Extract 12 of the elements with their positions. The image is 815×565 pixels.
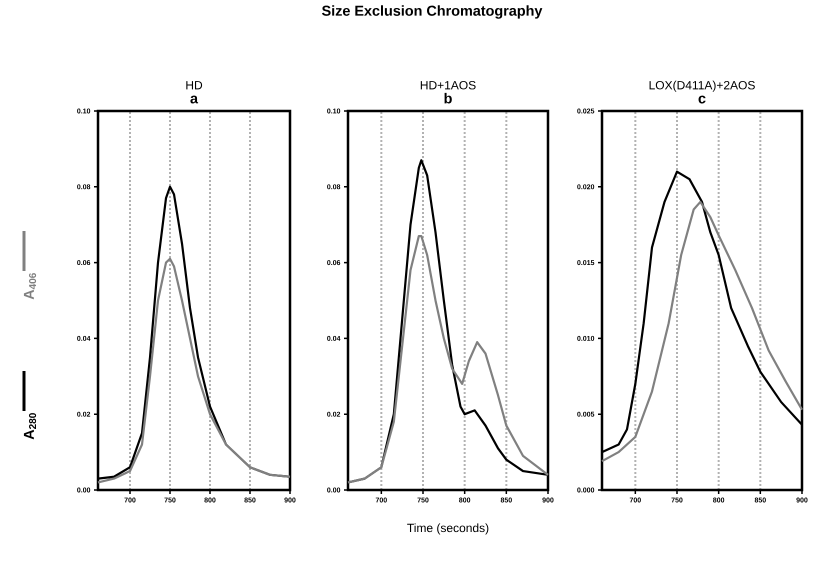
x-axis-title: Time (seconds) <box>407 523 488 535</box>
chart-title: HD <box>186 81 202 90</box>
chart-title: HD+1AOS <box>420 80 476 90</box>
text: A$_{406}$ <box>24 273 36 300</box>
chart-subtitle: c <box>698 96 706 104</box>
line-series <box>346 234 550 484</box>
text: Size Exclusion Chromatography <box>322 5 542 19</box>
chart-subtitle: b <box>444 92 452 104</box>
chart-subtitle: a <box>190 96 198 104</box>
chart-title: LOX(D411A)+2AOS <box>650 80 755 92</box>
line-series <box>96 258 292 484</box>
text: A$_{280}$ <box>24 413 36 440</box>
